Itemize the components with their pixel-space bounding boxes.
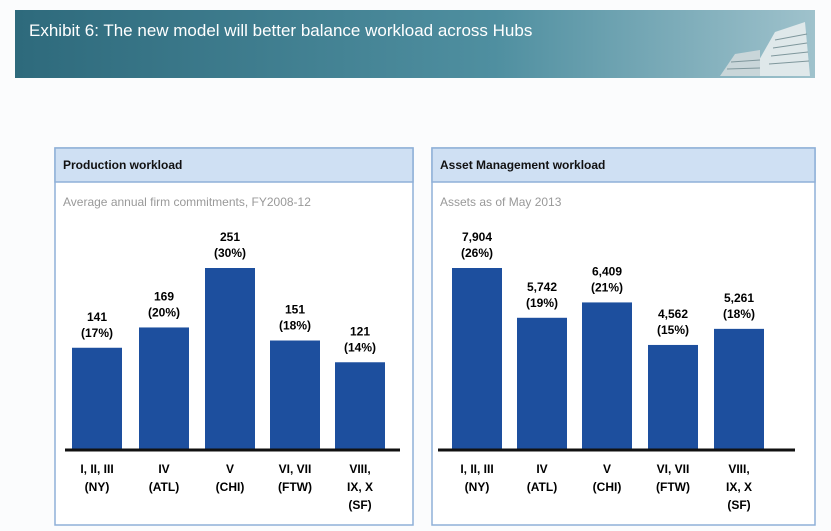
percent-label: (18%): [279, 319, 311, 333]
x-tick-label: (ATL): [527, 480, 557, 494]
value-label: 4,562: [658, 307, 688, 321]
value-label: 169: [154, 290, 174, 304]
value-label: 251: [220, 230, 240, 244]
bar: [517, 318, 567, 450]
bar: [72, 348, 122, 450]
value-label: 141: [87, 310, 107, 324]
percent-label: (19%): [526, 296, 558, 310]
x-tick-label: (FTW): [656, 480, 690, 494]
x-tick-label: IV: [158, 462, 169, 476]
percent-label: (14%): [344, 340, 376, 354]
x-tick-label: IX, X: [726, 480, 752, 494]
x-tick-label: V: [603, 462, 611, 476]
percent-label: (17%): [81, 326, 113, 340]
x-tick-label: I, II, III: [80, 462, 113, 476]
percent-label: (18%): [723, 307, 755, 321]
percent-label: (20%): [148, 306, 180, 320]
percent-label: (26%): [461, 246, 493, 260]
x-tick-label: I, II, III: [460, 462, 493, 476]
bar: [205, 268, 255, 450]
panel-subtitle: Assets as of May 2013: [440, 195, 562, 209]
bar: [139, 327, 189, 450]
percent-label: (30%): [214, 246, 246, 260]
bar: [714, 329, 764, 450]
panel-title: Asset Management workload: [440, 158, 605, 172]
page: Exhibit 6: The new model will better bal…: [0, 0, 831, 531]
value-label: 6,409: [592, 265, 622, 279]
bar: [335, 362, 385, 450]
x-tick-label: (SF): [348, 498, 371, 512]
x-tick-label: (CHI): [593, 480, 622, 494]
bar: [452, 268, 502, 450]
x-tick-label: (NY): [85, 480, 110, 494]
x-tick-label: (NY): [465, 480, 490, 494]
x-tick-label: V: [226, 462, 234, 476]
x-tick-label: VIII,: [349, 462, 370, 476]
percent-label: (15%): [657, 323, 689, 337]
value-label: 7,904: [462, 230, 492, 244]
value-label: 5,742: [527, 280, 557, 294]
value-label: 121: [350, 324, 370, 338]
chart: Production workload Average annual firm c…: [0, 0, 831, 531]
bar: [648, 345, 698, 450]
bar: [582, 302, 632, 450]
x-tick-label: VI, VII: [657, 462, 690, 476]
x-tick-label: (SF): [727, 498, 750, 512]
x-tick-label: VI, VII: [279, 462, 312, 476]
x-tick-label: IV: [536, 462, 547, 476]
panel-subtitle: Average annual firm commitments, FY2008-…: [63, 195, 311, 209]
panel-title: Production workload: [63, 158, 182, 172]
bar: [270, 341, 320, 450]
percent-label: (21%): [591, 281, 623, 295]
x-tick-label: VIII,: [728, 462, 749, 476]
x-tick-label: IX, X: [347, 480, 373, 494]
x-tick-label: (CHI): [216, 480, 245, 494]
x-tick-label: (ATL): [149, 480, 179, 494]
value-label: 151: [285, 303, 305, 317]
value-label: 5,261: [724, 291, 754, 305]
x-tick-label: (FTW): [278, 480, 312, 494]
